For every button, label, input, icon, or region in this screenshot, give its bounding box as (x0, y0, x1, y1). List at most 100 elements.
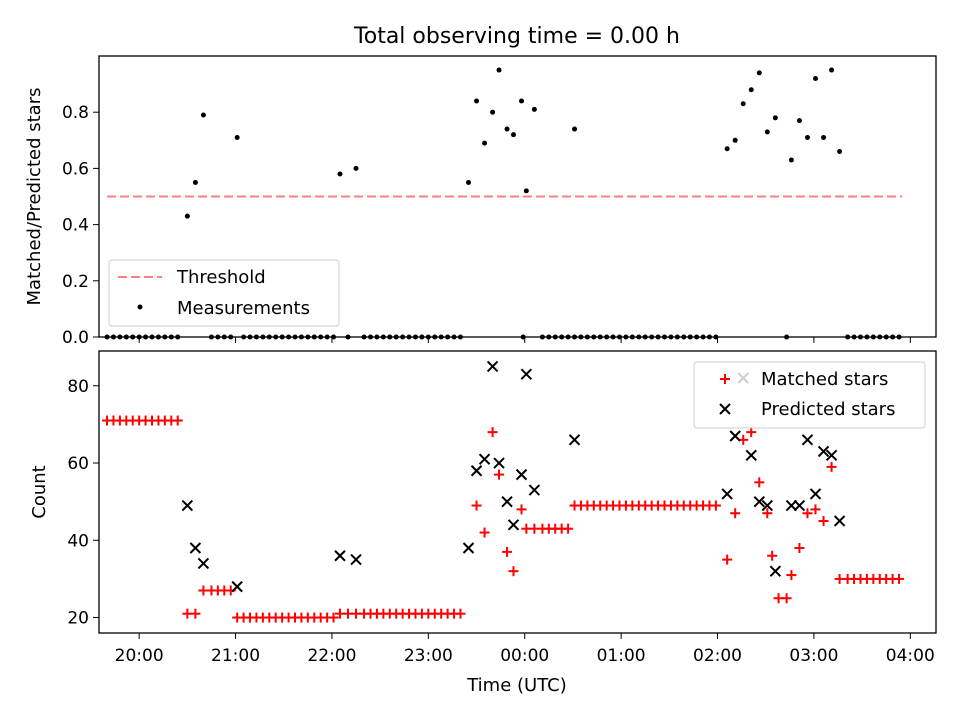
measurement-point (234, 134, 240, 140)
measurement-point (253, 334, 259, 340)
predicted-point-b (753, 495, 765, 508)
measurement-point (490, 109, 496, 115)
measurement-point (474, 98, 480, 104)
measurement-point (292, 334, 298, 340)
measurement-point (273, 334, 279, 340)
predicted-point-b (181, 499, 194, 512)
measurement-point (162, 334, 168, 340)
predicted-point (528, 484, 541, 496)
measurement-point (864, 334, 870, 340)
predicted-point-b (197, 557, 210, 570)
legend-predicted-marker-b (719, 403, 731, 415)
measurement-point (572, 334, 578, 340)
count-axis-ticks: 20 40 60 80 20:00 21:00 22:00 23:00 00:00 01:00 02… (67, 377, 934, 666)
measurement-point (851, 334, 857, 340)
predicted-point-b (350, 553, 362, 566)
measurement-point (331, 334, 337, 340)
predicted-point-b (793, 499, 806, 512)
predicted-point (478, 453, 491, 465)
measurement-point (649, 334, 655, 340)
matched-point (781, 593, 792, 604)
predicted-point-b (721, 488, 733, 500)
predicted-point (350, 553, 362, 566)
measurement-point (311, 334, 317, 340)
matched-point (455, 608, 466, 619)
measurement-point (604, 334, 610, 340)
predicted-point (334, 550, 346, 562)
measurement-point (200, 112, 206, 118)
x-axis-label: Time (UTC) (466, 675, 567, 696)
x-tick-label: 00:00 (500, 646, 549, 666)
top-ytick-label: 0.2 (62, 272, 89, 292)
ratio-markers (104, 67, 903, 340)
measurement-point (883, 334, 889, 340)
predicted-point (769, 565, 782, 577)
matched-point (487, 427, 498, 438)
measurement-point (419, 334, 425, 340)
measurement-point (241, 334, 247, 340)
measurement-point (764, 129, 770, 135)
matched-point (710, 500, 721, 511)
count-plot-frame (98, 350, 937, 634)
x-tick-label: 21:00 (211, 646, 260, 666)
x-tick-label: 03:00 (789, 646, 838, 666)
top-ytick-label: 0.0 (62, 328, 89, 348)
matched-point (746, 427, 757, 438)
predicted-point (761, 499, 774, 512)
predicted-point (520, 368, 533, 380)
predicted-point-b (189, 542, 202, 554)
measurement-point (520, 334, 526, 340)
measurement-point (400, 334, 406, 340)
measurement-point (266, 334, 272, 340)
measurement-point (546, 334, 552, 340)
legend-matched-swatch (720, 374, 730, 384)
predicted-point (189, 542, 202, 554)
measurement-point (208, 334, 214, 340)
predicted-point (181, 499, 194, 512)
measurement-point (623, 334, 629, 340)
matched-point (826, 461, 837, 472)
predicted-point (462, 542, 475, 554)
measurement-point (636, 334, 642, 340)
measurement-point (215, 334, 221, 340)
predicted-point-b (334, 550, 346, 562)
predicted-point-b (515, 468, 528, 481)
x-tick-label: 20:00 (115, 646, 164, 666)
measurement-point (523, 188, 529, 194)
measurement-point (804, 134, 810, 140)
predicted-point (753, 495, 765, 508)
measurement-point (597, 334, 603, 340)
measurement-point (706, 334, 712, 340)
predicted-point (833, 515, 846, 527)
predicted-point (825, 449, 838, 462)
measurement-point (318, 334, 324, 340)
measurement-point (700, 334, 706, 340)
measurement-point (482, 140, 488, 146)
legend-matched-marker (720, 374, 730, 384)
predicted-point-b (745, 449, 757, 462)
count-legend: Matched stars Predicted stars (693, 361, 926, 429)
ratio-panel: 0.00.20.40.60.8 Matched/Predicted stars … (24, 55, 937, 348)
measurement-point (192, 179, 198, 185)
measurement-point (877, 334, 883, 340)
measurement-point (175, 334, 181, 340)
predicted-point-b (493, 457, 505, 469)
matched-point (810, 504, 821, 515)
measurement-point (228, 334, 234, 340)
legend-threshold-label: Threshold (176, 267, 266, 288)
measurement-point (123, 334, 129, 340)
measurement-point (324, 334, 330, 340)
predicted-point-b (729, 430, 741, 442)
measurement-point (837, 149, 843, 155)
measurement-point (642, 334, 648, 340)
measurement-point (674, 334, 680, 340)
count-panel: 20 40 60 80 20:00 21:00 22:00 23:00 00:00 01:00 02… (29, 350, 937, 666)
measurement-point (510, 132, 516, 138)
x-tick-label: 22:00 (307, 646, 356, 666)
measurement-point (687, 334, 693, 340)
measurement-point (748, 87, 754, 93)
measurement-point (184, 213, 190, 219)
measurement-point (504, 126, 510, 132)
measurement-point (136, 334, 142, 340)
measurement-point (772, 115, 778, 121)
